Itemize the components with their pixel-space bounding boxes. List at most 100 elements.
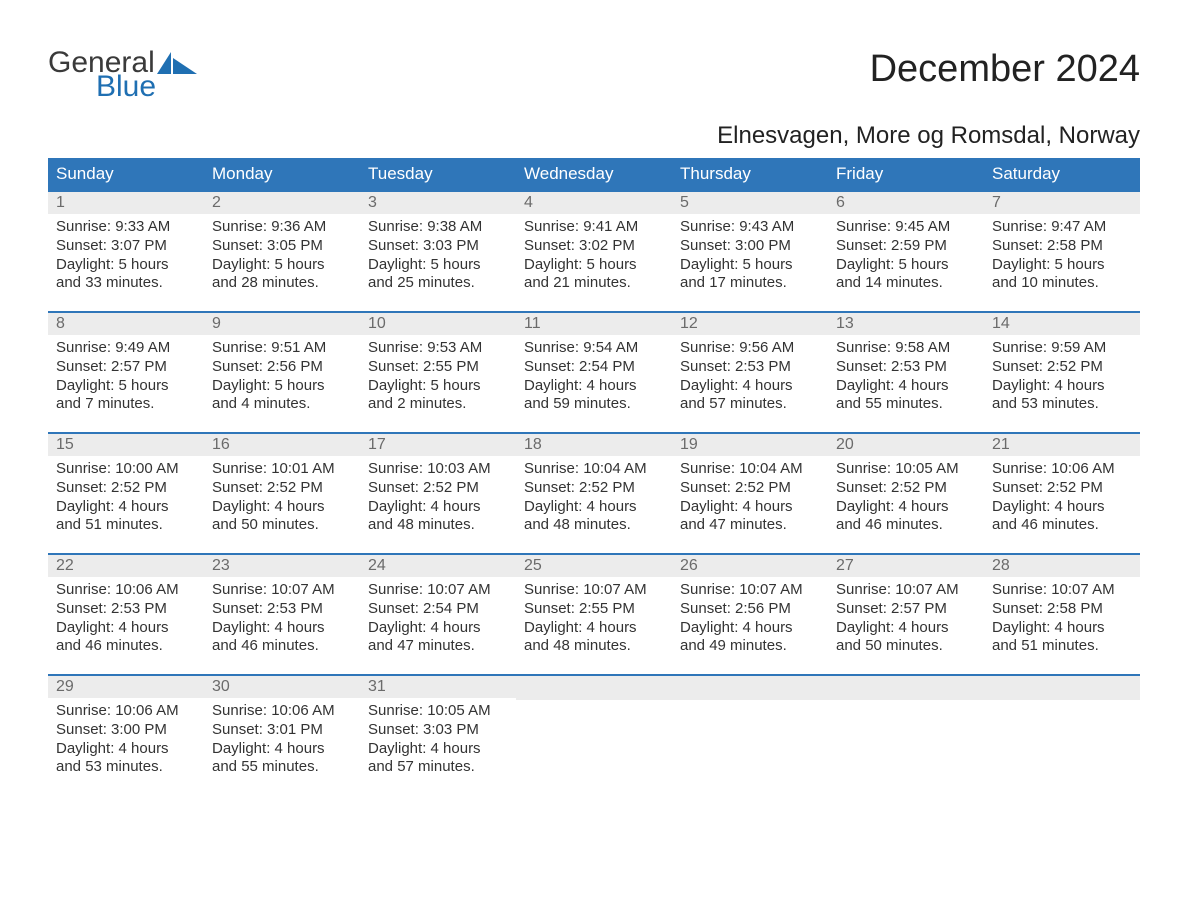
calendar-day-cell: 31Sunrise: 10:05 AMSunset: 3:03 PMDaylig… xyxy=(360,675,516,795)
day-number: 22 xyxy=(48,555,204,577)
day-number: 14 xyxy=(984,313,1140,335)
day-info: Sunrise: 10:07 AMSunset: 2:54 PMDaylight… xyxy=(368,581,508,656)
day-info: Sunrise: 10:07 AMSunset: 2:58 PMDaylight… xyxy=(992,581,1132,656)
day-info: Sunrise: 9:54 AMSunset: 2:54 PMDaylight:… xyxy=(524,339,664,414)
calendar-day-cell: 16Sunrise: 10:01 AMSunset: 2:52 PMDaylig… xyxy=(204,433,360,554)
day-number: 26 xyxy=(672,555,828,577)
day-number: 13 xyxy=(828,313,984,335)
calendar-week-row: 22 Sunrise: 10:06 AMSunset: 2:53 PMDaylig… xyxy=(48,554,1140,675)
day-number: 7 xyxy=(984,192,1140,214)
day-number: 24 xyxy=(360,555,516,577)
calendar-week-row: 15 Sunrise: 10:00 AMSunset: 2:52 PMDaylig… xyxy=(48,433,1140,554)
day-info: Sunrise: 10:03 AMSunset: 2:52 PMDaylight… xyxy=(368,460,508,535)
day-number: 30 xyxy=(204,676,360,698)
location-subtitle: Elnesvagen, More og Romsdal, Norway xyxy=(48,122,1140,150)
day-info: Sunrise: 10:07 AMSunset: 2:55 PMDaylight… xyxy=(524,581,664,656)
day-number: 15 xyxy=(48,434,204,456)
calendar-day-cell: 17 Sunrise: 10:03 AMSunset: 2:52 PMDaylig… xyxy=(360,433,516,554)
calendar-week-row: 1 Sunrise: 9:33 AMSunset: 3:07 PMDaylight… xyxy=(48,191,1140,312)
calendar-day-cell: 18Sunrise: 10:04 AMSunset: 2:52 PMDaylig… xyxy=(516,433,672,554)
day-info: Sunrise: 9:45 AMSunset: 2:59 PMDaylight:… xyxy=(836,218,976,293)
day-info: Sunrise: 9:47 AMSunset: 2:58 PMDaylight:… xyxy=(992,218,1132,293)
calendar-table: Sunday Monday Tuesday Wednesday Thursday… xyxy=(48,158,1140,795)
calendar-day-cell xyxy=(516,675,672,795)
calendar-day-cell: 8 Sunrise: 9:49 AMSunset: 2:57 PMDaylight… xyxy=(48,312,204,433)
day-info: Sunrise: 9:51 AMSunset: 2:56 PMDaylight:… xyxy=(212,339,352,414)
day-number: 28 xyxy=(984,555,1140,577)
day-number: 5 xyxy=(672,192,828,214)
day-info: Sunrise: 10:00 AMSunset: 2:52 PMDaylight… xyxy=(56,460,196,535)
day-info: Sunrise: 9:58 AMSunset: 2:53 PMDaylight:… xyxy=(836,339,976,414)
calendar-day-cell: 21 Sunrise: 10:06 AMSunset: 2:52 PMDaylig… xyxy=(984,433,1140,554)
day-number: 3 xyxy=(360,192,516,214)
day-number: 12 xyxy=(672,313,828,335)
day-number: 11 xyxy=(516,313,672,335)
calendar-day-cell xyxy=(672,675,828,795)
day-number xyxy=(672,676,828,700)
day-info: Sunrise: 9:43 AMSunset: 3:00 PMDaylight:… xyxy=(680,218,820,293)
weekday-header-row: Sunday Monday Tuesday Wednesday Thursday… xyxy=(48,158,1140,191)
day-info: Sunrise: 9:38 AMSunset: 3:03 PMDaylight:… xyxy=(368,218,508,293)
calendar-day-cell: 24 Sunrise: 10:07 AMSunset: 2:54 PMDaylig… xyxy=(360,554,516,675)
day-number: 1 xyxy=(48,192,204,214)
day-info: Sunrise: 10:06 AMSunset: 2:52 PMDaylight… xyxy=(992,460,1132,535)
day-number: 17 xyxy=(360,434,516,456)
day-info: Sunrise: 10:06 AMSunset: 3:01 PMDaylight… xyxy=(212,702,352,777)
weekday-header: Tuesday xyxy=(360,158,516,191)
day-number: 4 xyxy=(516,192,672,214)
calendar-day-cell: 2Sunrise: 9:36 AMSunset: 3:05 PMDaylight… xyxy=(204,191,360,312)
page-title: December 2024 xyxy=(870,48,1140,91)
day-number xyxy=(828,676,984,700)
calendar-week-row: 29Sunrise: 10:06 AMSunset: 3:00 PMDaylig… xyxy=(48,675,1140,795)
weekday-header: Sunday xyxy=(48,158,204,191)
day-info: Sunrise: 10:04 AMSunset: 2:52 PMDaylight… xyxy=(524,460,664,535)
calendar-day-cell xyxy=(828,675,984,795)
calendar-day-cell: 23 Sunrise: 10:07 AMSunset: 2:53 PMDaylig… xyxy=(204,554,360,675)
brand-blue: Blue xyxy=(96,72,197,102)
day-number: 23 xyxy=(204,555,360,577)
day-number: 31 xyxy=(360,676,516,698)
calendar-day-cell: 10Sunrise: 9:53 AMSunset: 2:55 PMDayligh… xyxy=(360,312,516,433)
day-info: Sunrise: 10:01 AMSunset: 2:52 PMDaylight… xyxy=(212,460,352,535)
calendar-day-cell: 27 Sunrise: 10:07 AMSunset: 2:57 PMDaylig… xyxy=(828,554,984,675)
calendar-day-cell: 1 Sunrise: 9:33 AMSunset: 3:07 PMDaylight… xyxy=(48,191,204,312)
calendar-day-cell: 3 Sunrise: 9:38 AMSunset: 3:03 PMDaylight… xyxy=(360,191,516,312)
calendar-day-cell: 6 Sunrise: 9:45 AMSunset: 2:59 PMDaylight… xyxy=(828,191,984,312)
day-number: 25 xyxy=(516,555,672,577)
day-number: 21 xyxy=(984,434,1140,456)
weekday-header: Saturday xyxy=(984,158,1140,191)
day-info: Sunrise: 9:41 AMSunset: 3:02 PMDaylight:… xyxy=(524,218,664,293)
day-info: Sunrise: 10:06 AMSunset: 3:00 PMDaylight… xyxy=(56,702,196,777)
calendar-day-cell: 15 Sunrise: 10:00 AMSunset: 2:52 PMDaylig… xyxy=(48,433,204,554)
brand-logo: General Blue xyxy=(48,48,197,102)
calendar-day-cell: 25 Sunrise: 10:07 AMSunset: 2:55 PMDaylig… xyxy=(516,554,672,675)
calendar-day-cell: 4 Sunrise: 9:41 AMSunset: 3:02 PMDaylight… xyxy=(516,191,672,312)
calendar-day-cell: 11 Sunrise: 9:54 AMSunset: 2:54 PMDayligh… xyxy=(516,312,672,433)
day-number xyxy=(984,676,1140,700)
day-info: Sunrise: 9:49 AMSunset: 2:57 PMDaylight:… xyxy=(56,339,196,414)
calendar-day-cell: 22 Sunrise: 10:06 AMSunset: 2:53 PMDaylig… xyxy=(48,554,204,675)
calendar-day-cell: 28 Sunrise: 10:07 AMSunset: 2:58 PMDaylig… xyxy=(984,554,1140,675)
weekday-header: Wednesday xyxy=(516,158,672,191)
day-info: Sunrise: 10:06 AMSunset: 2:53 PMDaylight… xyxy=(56,581,196,656)
calendar-day-cell: 19Sunrise: 10:04 AMSunset: 2:52 PMDaylig… xyxy=(672,433,828,554)
weekday-header: Monday xyxy=(204,158,360,191)
calendar-day-cell xyxy=(984,675,1140,795)
day-info: Sunrise: 10:07 AMSunset: 2:57 PMDaylight… xyxy=(836,581,976,656)
day-info: Sunrise: 9:36 AMSunset: 3:05 PMDaylight:… xyxy=(212,218,352,293)
calendar-day-cell: 30 Sunrise: 10:06 AMSunset: 3:01 PMDaylig… xyxy=(204,675,360,795)
day-number: 8 xyxy=(48,313,204,335)
day-number: 6 xyxy=(828,192,984,214)
day-number: 27 xyxy=(828,555,984,577)
weekday-header: Friday xyxy=(828,158,984,191)
flag-icon xyxy=(157,52,197,74)
day-info: Sunrise: 10:07 AMSunset: 2:53 PMDaylight… xyxy=(212,581,352,656)
day-info: Sunrise: 9:56 AMSunset: 2:53 PMDaylight:… xyxy=(680,339,820,414)
calendar-day-cell: 9Sunrise: 9:51 AMSunset: 2:56 PMDaylight… xyxy=(204,312,360,433)
day-number xyxy=(516,676,672,700)
day-info: Sunrise: 9:33 AMSunset: 3:07 PMDaylight:… xyxy=(56,218,196,293)
calendar-day-cell: 12 Sunrise: 9:56 AMSunset: 2:53 PMDayligh… xyxy=(672,312,828,433)
calendar-day-cell: 14Sunrise: 9:59 AMSunset: 2:52 PMDayligh… xyxy=(984,312,1140,433)
calendar-day-cell: 5 Sunrise: 9:43 AMSunset: 3:00 PMDaylight… xyxy=(672,191,828,312)
day-number: 10 xyxy=(360,313,516,335)
